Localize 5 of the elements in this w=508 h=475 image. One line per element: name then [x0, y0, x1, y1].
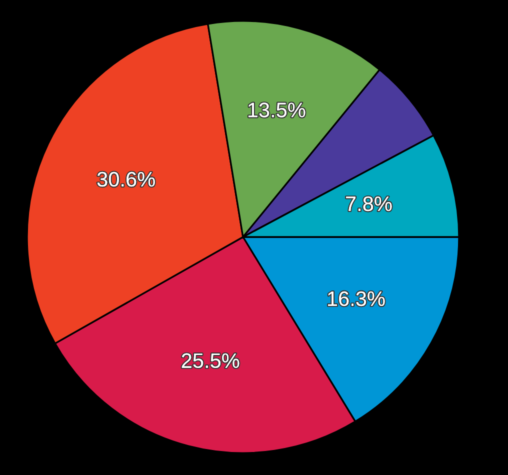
data-label: 13.5% — [248, 102, 306, 118]
data-label: 25.5% — [182, 353, 240, 368]
data-label: 7.8% — [346, 196, 392, 212]
data-label: 30.6% — [97, 172, 155, 187]
data-label: 16.3% — [328, 291, 385, 306]
